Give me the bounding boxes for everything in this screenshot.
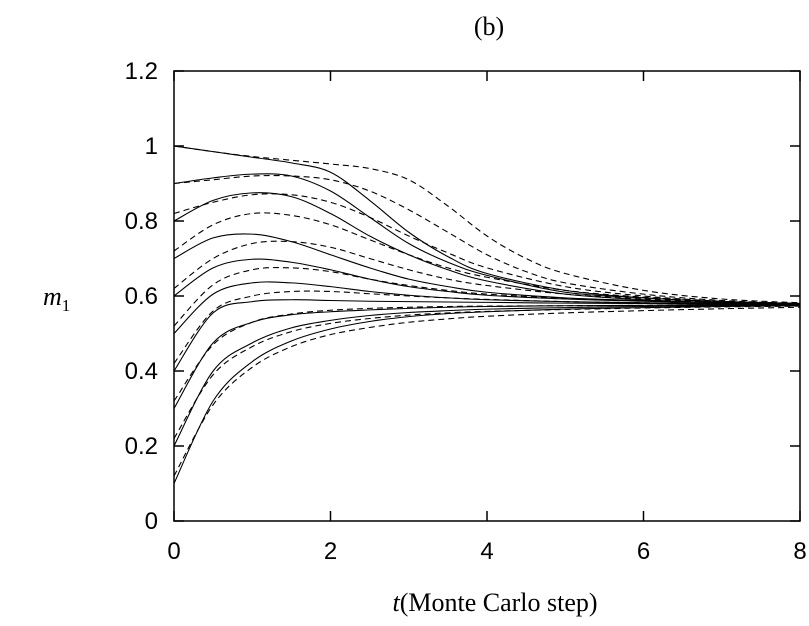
axis-ticks: 0 2 4 6 8 0 0.2 0.4 0.6 0.8 1 1.2: [125, 58, 807, 565]
y-axis-label-var: m: [43, 282, 62, 311]
x-tick-label: 6: [637, 538, 650, 565]
dashed-series-line-13: [173, 193, 801, 305]
dashed-series-line-15: [173, 240, 801, 305]
x-axis-label: t(Monte Carlo step): [392, 588, 597, 617]
series-lines: [173, 145, 801, 484]
x-tick-label: 0: [167, 538, 180, 565]
chart-title: (b): [474, 12, 504, 41]
x-axis-label-text: (Monte Carlo step): [400, 588, 598, 617]
dashed-series-line-16: [173, 267, 801, 327]
solid-series-line-3: [173, 192, 801, 305]
solid-series-line-10: [173, 305, 801, 484]
y-tick-label: 0.8: [125, 208, 158, 235]
y-axis-label: m1: [43, 282, 70, 315]
x-axis-label-var: t: [392, 588, 400, 617]
dashed-series-line-12: [173, 174, 801, 305]
dashed-series-line-17: [173, 290, 801, 364]
dashed-series-line-19: [173, 305, 801, 439]
y-tick-label: 0.6: [125, 283, 158, 310]
dashed-series-line-18: [173, 304, 801, 402]
solid-series-line-6: [173, 281, 801, 334]
x-tick-label: 4: [480, 538, 493, 565]
y-tick-label: 1: [145, 133, 158, 160]
solid-series-line-1: [173, 145, 801, 305]
solid-series-line-7: [173, 299, 801, 372]
solid-series-line-8: [173, 304, 801, 409]
x-tick-label: 2: [324, 538, 337, 565]
y-axis-label-sub: 1: [62, 296, 71, 315]
y-tick-label: 0.2: [125, 433, 158, 460]
dashed-series-line-11: [173, 145, 801, 304]
y-tick-label: 1.2: [125, 58, 158, 85]
dashed-series-line-14: [173, 212, 801, 305]
y-tick-label: 0.4: [125, 358, 158, 385]
dashed-series-line-20: [173, 306, 801, 477]
plot-frame: [173, 70, 801, 522]
solid-series-line-9: [173, 304, 801, 447]
x-tick-label: 8: [793, 538, 806, 565]
solid-series-line-2: [173, 173, 801, 305]
y-tick-label: 0: [145, 508, 158, 535]
